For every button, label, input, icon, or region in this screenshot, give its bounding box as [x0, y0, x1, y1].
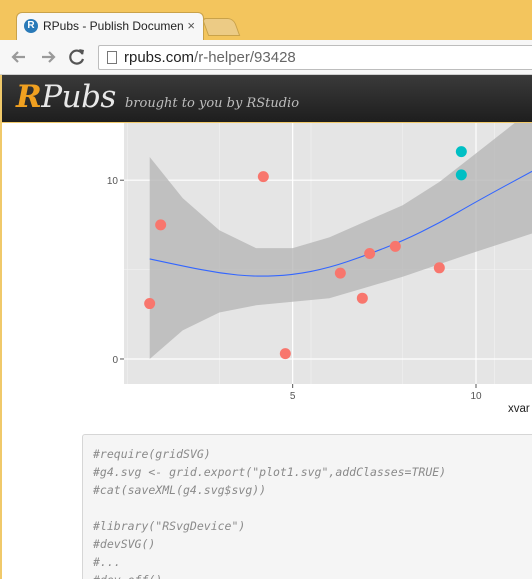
url-path: /r-helper/93428	[194, 49, 296, 66]
document-content: 0 10 5 10 xvar #require(gridSVG) #g4.svg <- g…	[2, 123, 532, 579]
data-point	[144, 298, 156, 310]
code-line: #cat(saveXML(g4.svg$svg))	[93, 483, 267, 497]
data-point	[455, 169, 467, 181]
close-tab-icon[interactable]: ×	[187, 18, 195, 33]
browser-toolbar: rpubs.com/r-helper/93428	[0, 40, 532, 75]
rpubs-favicon-icon: R	[24, 19, 38, 33]
code-line	[93, 499, 531, 517]
rpubs-header: RPubs brought to you by RStudio	[2, 75, 532, 122]
code-block: #require(gridSVG) #g4.svg <- grid.export(…	[82, 434, 532, 579]
data-point	[334, 267, 346, 279]
scatter-plot: 0 10 5 10 xvar	[107, 123, 532, 415]
reload-icon[interactable]	[66, 46, 88, 68]
x-tick-label: 10	[470, 391, 482, 402]
address-bar[interactable]: rpubs.com/r-helper/93428	[98, 45, 532, 70]
code-line: #...	[93, 555, 121, 569]
confidence-band	[149, 123, 532, 359]
page-icon	[107, 51, 117, 64]
url-host: rpubs.com	[124, 49, 195, 66]
back-arrow-icon[interactable]	[8, 46, 30, 68]
new-tab-button[interactable]	[201, 18, 241, 36]
code-line: #g4.svg <- grid.export("plot1.svg",addCl…	[93, 465, 447, 479]
logo-r: R	[16, 79, 42, 115]
browser-tab[interactable]: R RPubs - Publish Documen ×	[16, 12, 204, 40]
code-line: #require(gridSVG)	[93, 447, 211, 461]
data-points	[144, 146, 467, 360]
x-axis-label: xvar	[508, 403, 530, 415]
logo-pubs: Pubs	[41, 79, 116, 115]
data-point	[433, 262, 445, 274]
data-point	[364, 248, 376, 259]
data-point	[455, 146, 467, 158]
rpubs-logo[interactable]: RPubs	[16, 79, 116, 115]
url-text: rpubs.com/r-helper/93428	[124, 49, 296, 66]
tab-title: RPubs - Publish Documen	[43, 19, 184, 33]
data-point	[356, 292, 368, 304]
code-line: #devSVG()	[93, 537, 156, 551]
forward-arrow-icon[interactable]	[37, 46, 59, 68]
data-point	[155, 219, 167, 231]
data-point	[257, 171, 269, 183]
header-tagline: brought to you by RStudio	[125, 96, 300, 111]
x-tick-label: 5	[290, 391, 296, 402]
code-line: #library("RSvgDevice")	[93, 519, 246, 533]
plot-axes: 0 10 5 10 xvar	[107, 176, 530, 415]
smooth-line	[149, 170, 532, 277]
tab-strip: R RPubs - Publish Documen ×	[0, 0, 532, 40]
y-tick-label: 10	[107, 176, 119, 187]
data-point	[389, 240, 401, 252]
data-point	[279, 348, 291, 360]
code-line: #dev.off()	[93, 571, 531, 579]
y-tick-label: 0	[112, 355, 118, 366]
